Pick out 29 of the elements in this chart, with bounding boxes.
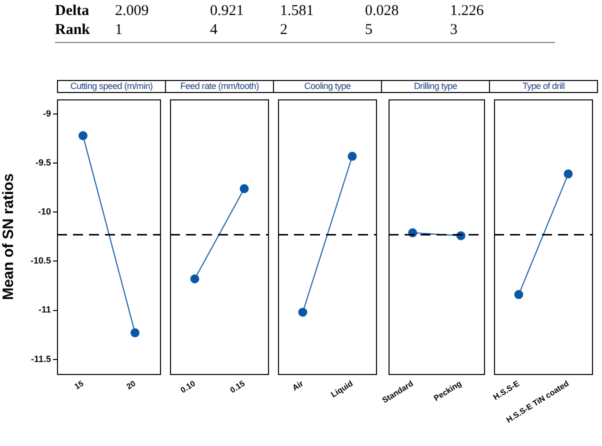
text: 1.581 [280, 2, 315, 21]
x-tick-label: Air [290, 379, 305, 393]
text: 2 [280, 21, 288, 40]
chart-title: Drilling type [381, 80, 490, 93]
text: 1 [115, 21, 124, 40]
x-tick-label: 0.10 [178, 378, 198, 395]
text: 3 [450, 21, 458, 40]
y-tick-label: -9 [42, 108, 51, 119]
y-tick-label: -10 [38, 206, 51, 217]
text: 4 [210, 21, 218, 40]
chart-title: Cutting speed (m/min) [57, 80, 166, 93]
chart-title: Feed rate (mm/tooth) [165, 80, 274, 93]
text: 5 [365, 21, 374, 40]
text: 0.921 [210, 2, 245, 21]
y-tick-label: -11 [38, 304, 51, 315]
text: 0.028 [365, 2, 400, 21]
text: 1.226 [450, 2, 485, 21]
y-tick-label: -9.5 [35, 158, 51, 168]
text: Rank [55, 21, 92, 40]
text: 2.009 [115, 2, 150, 21]
chart-title: Cooling type [273, 80, 382, 93]
chart-title: Type of drill [489, 80, 598, 93]
text: Delta [55, 2, 90, 21]
y-tick-label: -11.5 [30, 354, 51, 364]
x-tick-label: 15 [72, 378, 86, 392]
y-tick-label: -10.5 [30, 256, 51, 266]
x-tick-label: 0.15 [228, 378, 247, 395]
x-tick-label: 20 [124, 378, 138, 392]
y-axis-title: Mean of SN ratios [0, 173, 18, 300]
